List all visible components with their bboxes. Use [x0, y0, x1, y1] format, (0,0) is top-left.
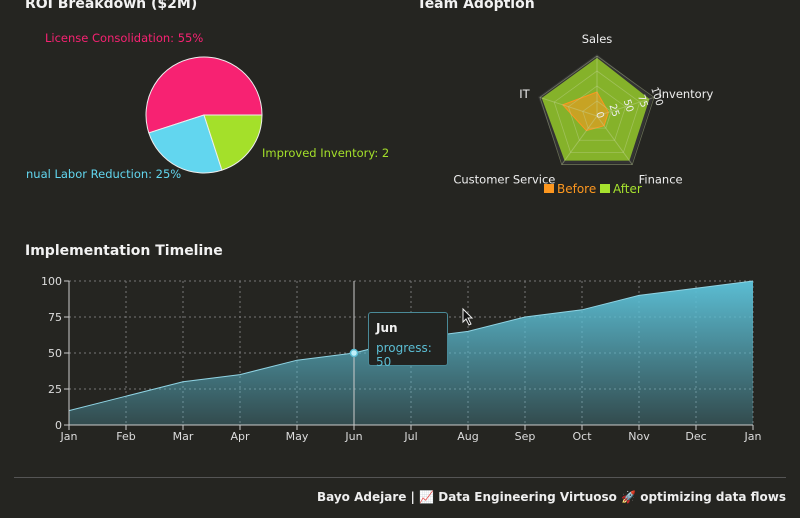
radar-tick-label: 0: [593, 110, 605, 119]
x-tick-label: Dec: [685, 430, 706, 443]
tooltip-value: progress: 50: [376, 341, 432, 369]
radar-tick-label: 75: [635, 94, 649, 110]
legend-label-before[interactable]: Before: [557, 182, 596, 196]
radar-title: Team Adoption: [417, 0, 535, 12]
radar-axis-label: IT: [519, 87, 530, 101]
radar-grid-ring: [567, 85, 627, 141]
x-tick-label: Jan: [60, 430, 78, 443]
pie-slice-label: nual Labor Reduction: 25%: [26, 167, 181, 181]
radar-axis-line: [561, 115, 598, 165]
radar-grid-ring: [582, 100, 612, 129]
radar-axis-line: [539, 96, 598, 117]
y-tick-label: 100: [41, 275, 62, 288]
x-tick-label: Jun: [344, 430, 362, 443]
footer-text: Bayo Adejare | 📈 Data Engineering Virtuo…: [316, 490, 786, 504]
radar-axis-label: Sales: [582, 32, 613, 46]
x-tick-label: Jan: [744, 430, 762, 443]
pie-title: ROI Breakdown ($2M): [25, 0, 198, 12]
radar-axis-line: [596, 115, 633, 165]
x-tick-label: Oct: [572, 430, 592, 443]
radar-tick-label: 25: [606, 103, 620, 119]
x-tick-label: Mar: [173, 430, 194, 443]
x-tick-label: Sep: [515, 430, 536, 443]
hover-point[interactable]: [349, 348, 359, 358]
radar-axis-label: Inventory: [658, 87, 713, 101]
legend-swatch-before[interactable]: [544, 184, 554, 193]
radar-tick-label: 50: [621, 98, 635, 114]
radar-axis-label: Finance: [639, 172, 683, 186]
x-tick-label: Aug: [457, 430, 478, 443]
radar-grid-ring: [553, 70, 641, 153]
x-tick-label: Feb: [116, 430, 135, 443]
pie-slice-label: Improved Inventory: 2: [262, 146, 389, 160]
radar-axis-line: [596, 96, 655, 117]
pie-slice[interactable]: [148, 114, 223, 174]
timeline-title: Implementation Timeline: [25, 243, 223, 259]
pie-slice[interactable]: [145, 56, 263, 134]
pie-slice-label: License Consolidation: 55%: [45, 31, 203, 45]
y-tick-label: 0: [55, 419, 62, 432]
radar-grid-ring: [539, 55, 655, 165]
radar-axis-label: Customer Service: [453, 172, 555, 186]
y-tick-label: 50: [48, 347, 62, 360]
y-tick-label: 25: [48, 383, 62, 396]
y-tick-label: 75: [48, 311, 62, 324]
chart-tooltip: Jun progress: 50: [368, 312, 448, 369]
legend-swatch-after[interactable]: [600, 184, 610, 193]
x-tick-label: May: [286, 430, 309, 443]
x-tick-label: Apr: [230, 430, 250, 443]
legend-label-after[interactable]: After: [613, 182, 642, 196]
pie-slice[interactable]: [203, 114, 263, 171]
x-tick-label: Nov: [628, 430, 650, 443]
radar-series-before[interactable]: [561, 91, 609, 132]
x-tick-label: Jul: [403, 430, 417, 443]
tooltip-title: Jun: [376, 321, 398, 335]
footer-divider: [14, 477, 786, 478]
